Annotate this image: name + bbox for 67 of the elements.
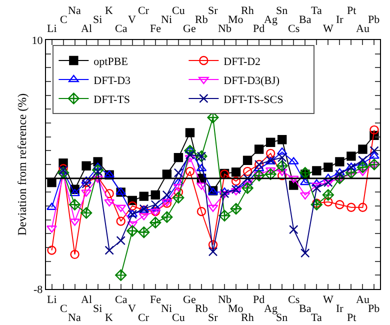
x-tick-label: Ni	[161, 303, 172, 315]
x-tick-label: Al	[81, 294, 92, 306]
x-tick-label: Si	[93, 303, 102, 315]
x-tick-label: Fe	[150, 294, 162, 306]
x-tick-label: Ag	[264, 303, 278, 315]
category-label: Pd	[253, 23, 265, 35]
legend-label: DFT-D3(BJ)	[224, 74, 280, 87]
category-label: Fe	[150, 23, 161, 35]
x-tick-label: Sr	[208, 312, 218, 324]
x-tick-label: Ba	[299, 303, 312, 315]
category-label: Cs	[288, 23, 300, 35]
x-tick-label: W	[323, 294, 334, 306]
legend-label: DFT-D2	[224, 56, 261, 68]
category-label: Si	[93, 14, 102, 26]
category-label: Ba	[299, 14, 312, 26]
category-label: Na	[68, 5, 81, 17]
category-label: Ni	[161, 14, 172, 26]
category-label: Nb	[218, 23, 232, 35]
x-tick-label: C	[60, 303, 68, 315]
category-label: Al	[81, 23, 92, 35]
category-label: Li	[47, 23, 57, 35]
category-label: Ta	[311, 5, 322, 17]
x-tick-label: Nb	[218, 294, 232, 306]
x-tick-label: Ta	[311, 312, 322, 324]
category-label: Sn	[276, 5, 288, 17]
category-label: C	[60, 14, 68, 26]
x-tick-label: Rb	[195, 303, 208, 315]
category-label: Ca	[115, 23, 128, 35]
x-tick-label: Ca	[115, 294, 128, 306]
category-label: Pt	[347, 5, 356, 17]
x-tick-label: Rh	[241, 312, 254, 324]
x-tick-label: Ir	[336, 303, 344, 315]
x-tick-label: Cr	[138, 312, 150, 324]
legend-label: optPBE	[94, 56, 128, 68]
category-label: Sr	[208, 5, 218, 17]
category-label: Au	[356, 23, 370, 35]
x-tick-label: Cs	[288, 294, 300, 306]
x-tick-label: K	[105, 312, 113, 324]
category-label: Ag	[264, 14, 278, 26]
x-tick-label: Pb	[368, 303, 380, 315]
x-tick-label: Pt	[347, 312, 356, 324]
x-tick-label: Li	[47, 294, 57, 306]
category-label: Cu	[172, 5, 185, 17]
category-label: Mo	[228, 14, 244, 26]
x-tick-label: Au	[356, 294, 370, 306]
y-axis-title: Deviation from reference (%)	[15, 93, 29, 236]
x-tick-label: Pd	[253, 294, 266, 306]
y-tick-label: -8	[34, 284, 44, 296]
legend-label: DFT-D3	[94, 74, 132, 87]
category-label: Ge	[183, 23, 196, 35]
x-tick-label: V	[128, 303, 136, 315]
x-tick-label: Mo	[228, 303, 244, 315]
category-label: Pb	[368, 14, 380, 26]
category-label: Ir	[336, 14, 344, 26]
x-tick-label: Ge	[183, 294, 196, 306]
x-tick-label: Na	[68, 312, 81, 324]
x-tick-label: Cu	[172, 312, 186, 324]
category-label: Rb	[195, 14, 208, 26]
x-tick-label: Sn	[276, 312, 288, 324]
legend-label: DFT-TS	[94, 94, 130, 106]
category-label: W	[323, 23, 334, 35]
category-label: V	[128, 14, 136, 26]
category-label: K	[105, 5, 113, 17]
y-tick-label: 10	[32, 34, 44, 47]
legend-label: DFT-TS-SCS	[224, 94, 284, 106]
category-label: Rh	[241, 5, 254, 17]
category-label: Cr	[138, 5, 149, 17]
